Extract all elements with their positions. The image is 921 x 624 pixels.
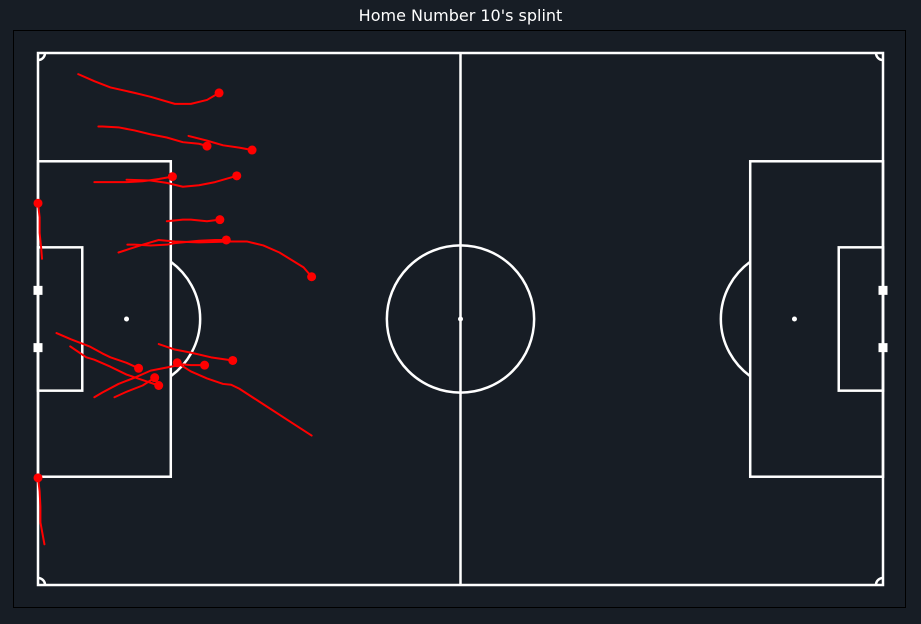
left-goal-area (36, 246, 84, 392)
run-end-marker-4 (154, 381, 164, 390)
corner-arc-top-left (37, 52, 47, 62)
goal-post-4 (878, 343, 888, 353)
right-penalty-box (748, 160, 885, 478)
run-path-2 (176, 361, 313, 437)
run-path-16 (37, 476, 46, 546)
run-path-7 (97, 125, 208, 148)
run-end-marker-9 (247, 145, 257, 155)
run-path-15 (113, 376, 156, 399)
run-path-9 (187, 134, 254, 152)
run-end-marker-8 (221, 235, 231, 245)
run-end-marker-5 (214, 88, 224, 98)
run-path-4 (69, 345, 160, 387)
run-end-marker-16 (33, 473, 43, 483)
run-end-marker-15 (150, 373, 160, 383)
centre-spot (458, 316, 463, 322)
run-path-5 (77, 73, 221, 105)
run-end-marker-14 (215, 215, 225, 225)
left-penalty-box (36, 160, 173, 478)
right-goal-area (837, 246, 885, 392)
run-path-12 (37, 202, 44, 260)
run-path-3 (93, 363, 206, 399)
run-path-11 (157, 343, 234, 362)
corner-arc-top-right (874, 52, 884, 62)
chart-title: Home Number 10's splint (358, 6, 563, 25)
run-end-marker-11 (228, 355, 238, 365)
run-path-13 (55, 332, 140, 370)
centre-circle (385, 244, 536, 394)
run-end-marker-6 (232, 171, 242, 181)
run-end-marker-12 (33, 198, 43, 208)
run-path-10 (93, 175, 174, 184)
corner-arc-bottom-right (874, 576, 884, 586)
left-penalty-spot (124, 316, 130, 322)
run-end-marker-7 (202, 141, 212, 151)
run-path-14 (165, 218, 221, 223)
pitch-markings (33, 51, 888, 587)
goal-post-3 (878, 285, 888, 295)
right-penalty-arc (719, 260, 751, 378)
corner-arc-bottom-left (37, 576, 47, 586)
run-end-marker-3 (200, 360, 210, 370)
plot-frame (13, 30, 906, 608)
run-end-marker-1 (307, 272, 317, 282)
player-runs (33, 73, 317, 546)
run-end-marker-13 (134, 363, 144, 373)
right-penalty-spot (791, 316, 797, 322)
goal-post-2 (33, 343, 43, 353)
run-end-marker-10 (167, 172, 177, 182)
run-path-1 (117, 238, 313, 278)
run-path-8 (126, 238, 228, 247)
goal-post-1 (33, 285, 43, 295)
